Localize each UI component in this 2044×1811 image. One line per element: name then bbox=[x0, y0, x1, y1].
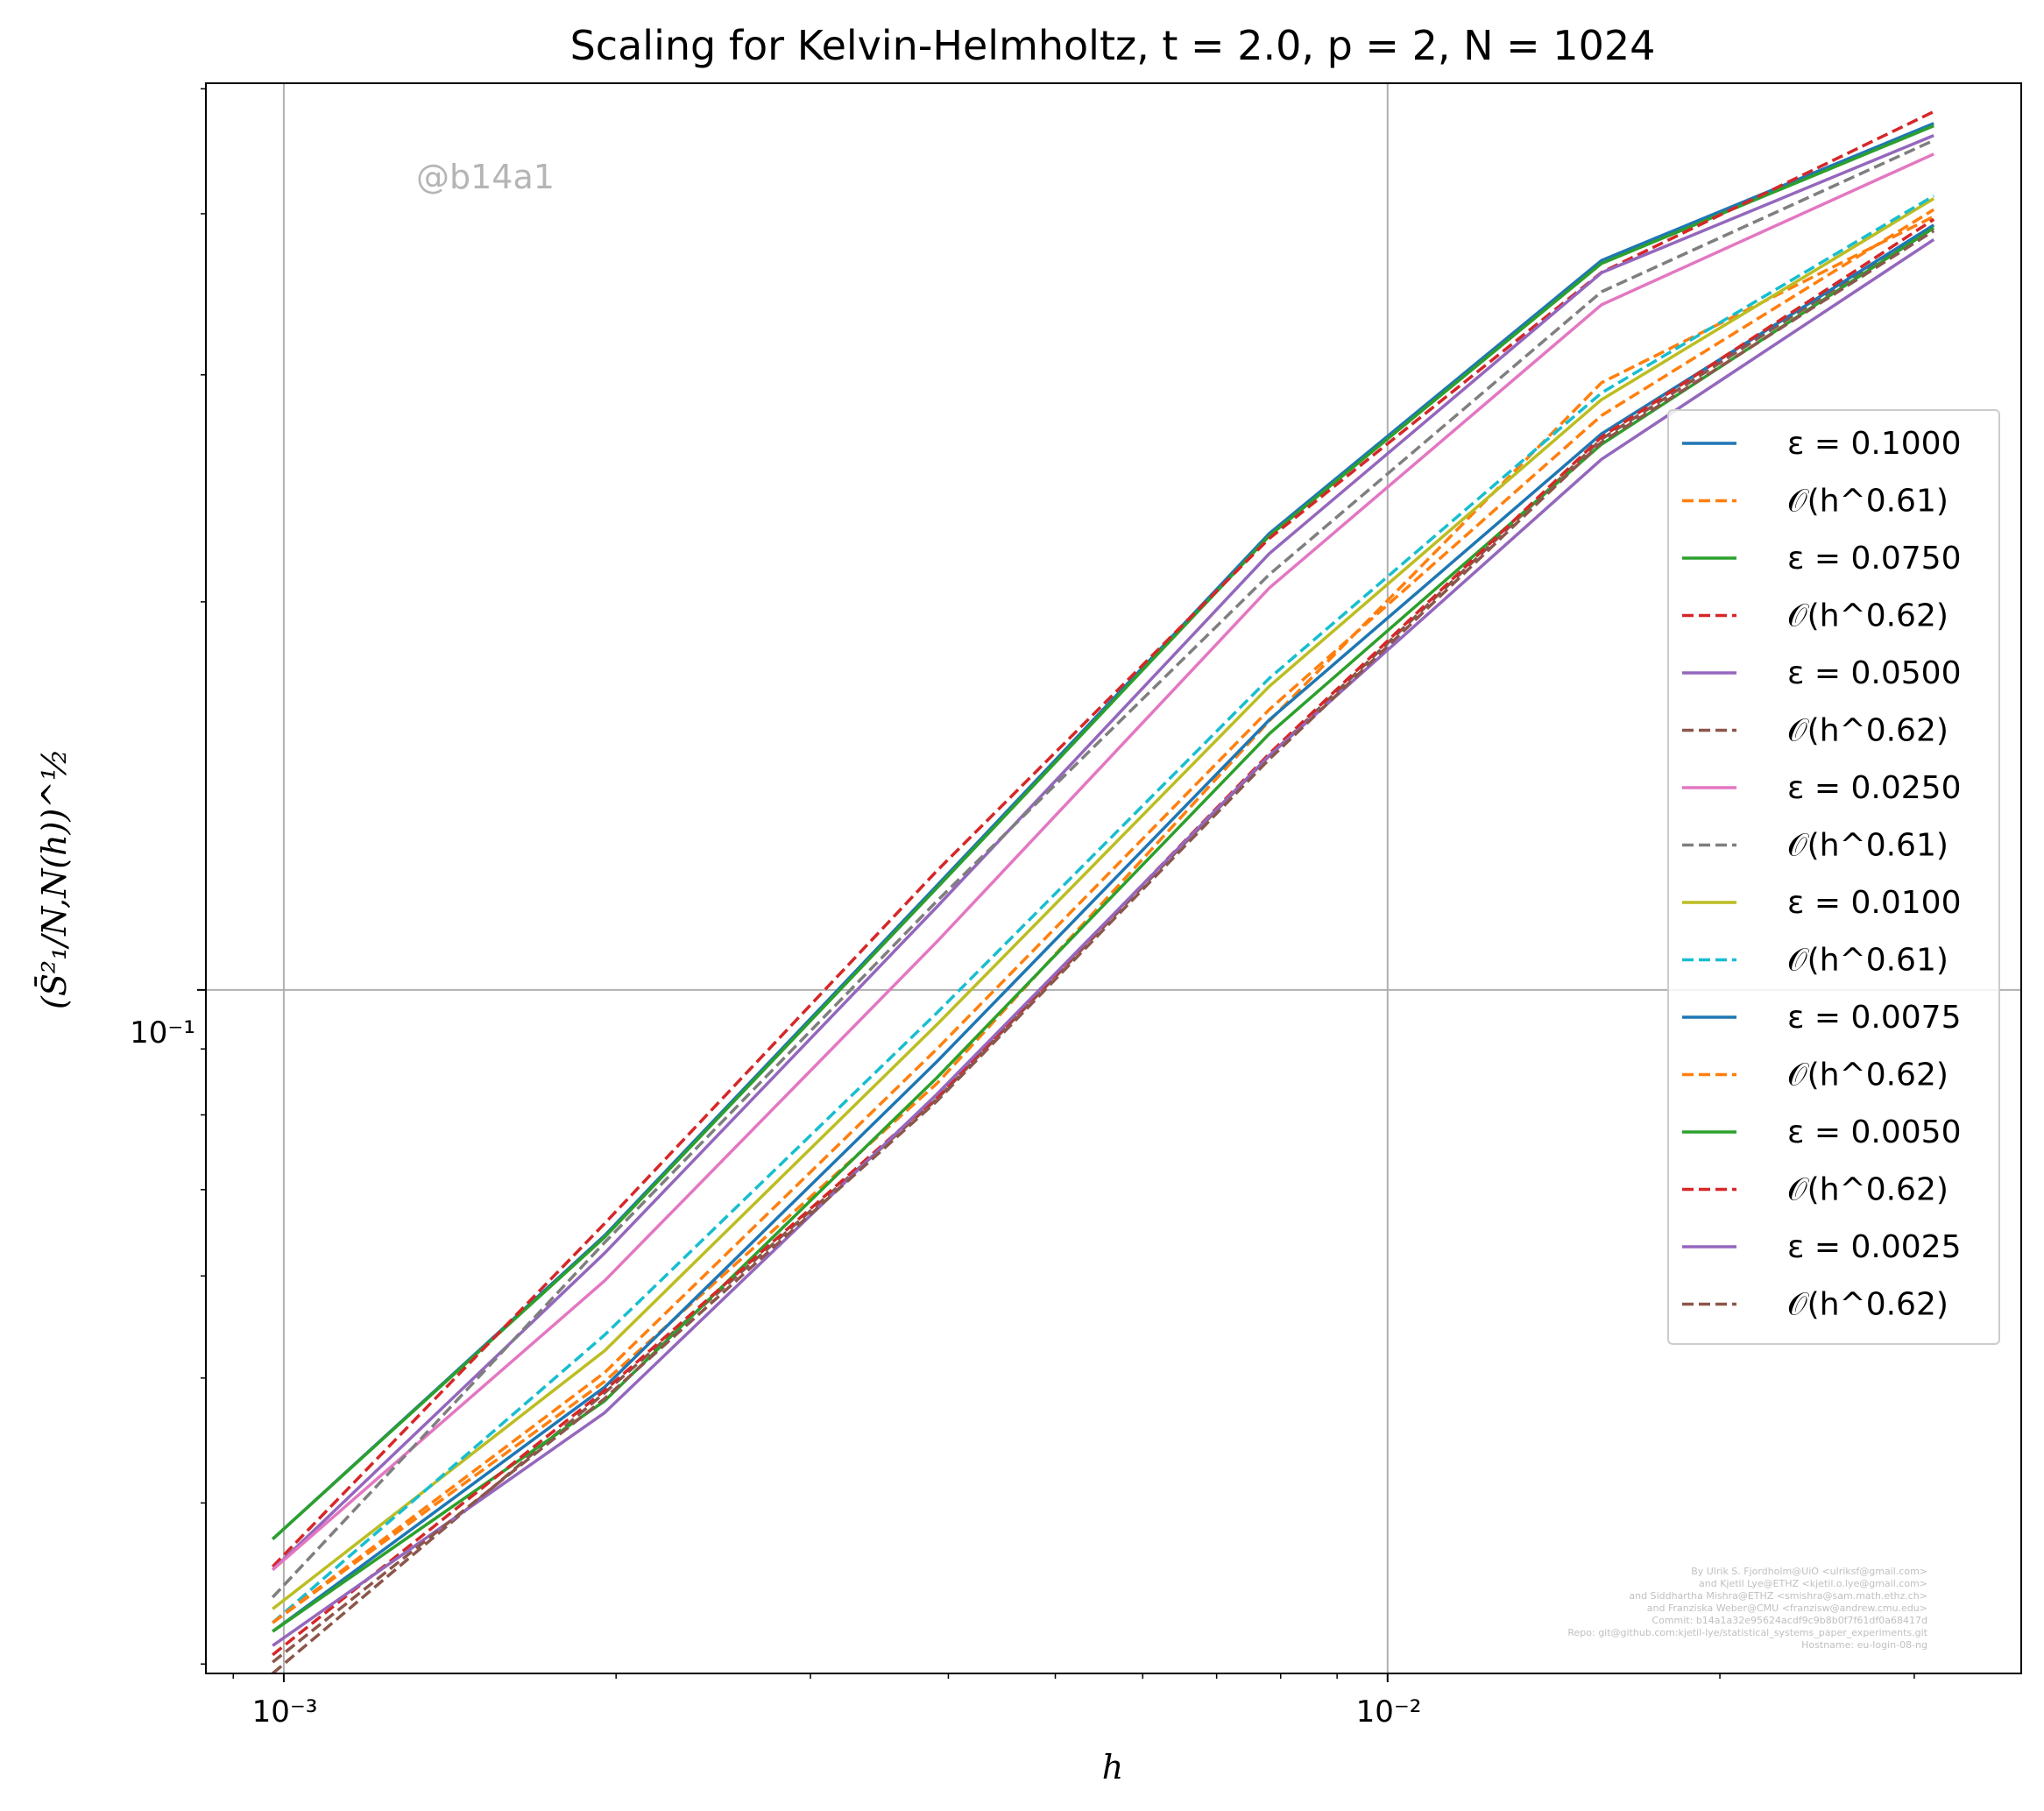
legend-label: ε = 0.0100 bbox=[1787, 885, 1961, 921]
legend-label: 𝒪(h^0.62) bbox=[1787, 598, 1949, 634]
y-tick-label-1e-1: 10⁻¹ bbox=[130, 1015, 195, 1051]
series-line-5 bbox=[271, 133, 1934, 1571]
series-lines bbox=[271, 110, 1935, 1673]
legend-label: ε = 0.0075 bbox=[1787, 1000, 1961, 1036]
legend-box bbox=[1667, 409, 2000, 1345]
series-line-8 bbox=[271, 138, 1934, 1599]
legend-label: ε = 0.0750 bbox=[1787, 541, 1961, 577]
legend-label: 𝒪(h^0.62) bbox=[1787, 1172, 1949, 1208]
credits-line: Commit: b14a1a32e95624acdf9c9b8b0f7f61df… bbox=[1651, 1615, 1927, 1626]
legend-label: ε = 0.0500 bbox=[1787, 655, 1961, 691]
legend-label: ε = 0.1000 bbox=[1787, 426, 1961, 462]
legend-label: 𝒪(h^0.61) bbox=[1787, 484, 1949, 520]
x-tick-label-1e-3: 10⁻³ bbox=[252, 1694, 318, 1730]
series-line-10 bbox=[272, 194, 1935, 1624]
series-line-3 bbox=[272, 124, 1934, 1540]
legend-label: 𝒪(h^0.61) bbox=[1787, 828, 1949, 864]
series-line-2 bbox=[272, 215, 1934, 1624]
legend-label: 𝒪(h^0.62) bbox=[1787, 713, 1949, 749]
legend-label: 𝒪(h^0.61) bbox=[1787, 943, 1949, 979]
watermark-text: @b14a1 bbox=[416, 158, 555, 196]
y-axis-label: (S̄²₁/N,N(h))^½ bbox=[35, 748, 74, 1009]
major-ticks bbox=[197, 988, 1389, 1682]
series-line-12 bbox=[272, 208, 1935, 1624]
series-line-16 bbox=[272, 229, 1935, 1664]
legend: ε = 0.1000 𝒪(h^0.61) ε = 0.0750 𝒪(h^0.62) ε … bbox=[1667, 409, 2000, 1345]
series-line-15 bbox=[272, 237, 1935, 1647]
x-tick-label-1e-2: 10⁻² bbox=[1356, 1694, 1422, 1730]
series-line-4 bbox=[271, 110, 1934, 1568]
credits-line: Repo: git@github.com:kjetil-lye/statisti… bbox=[1567, 1627, 1927, 1638]
series-line-7 bbox=[272, 152, 1934, 1572]
credits-line: By Ulrik S. Fjordholm@UiO <ulriksf@gmail… bbox=[1691, 1566, 1927, 1577]
legend-label: ε = 0.0050 bbox=[1787, 1114, 1961, 1150]
legend-label: 𝒪(h^0.62) bbox=[1787, 1058, 1949, 1093]
plot-frame bbox=[205, 82, 2022, 1674]
credits-line: and Franziska Weber@CMU <franzisw@andrew… bbox=[1647, 1602, 1927, 1614]
series-line-9 bbox=[272, 197, 1935, 1610]
credits-line: and Kjetil Lye@ETHZ <kjetil.o.lye@gmail.… bbox=[1699, 1578, 1927, 1589]
credits-block: By Ulrik S. Fjordholm@UiO <ulriksf@gmail… bbox=[1567, 1566, 1927, 1651]
legend-label: ε = 0.0250 bbox=[1787, 770, 1961, 806]
legend-label: 𝒪(h^0.62) bbox=[1787, 1287, 1949, 1323]
x-axis-label: h bbox=[1102, 1748, 1123, 1786]
credits-line: Hostname: eu-login-08-ng bbox=[1801, 1639, 1927, 1651]
credits-line: and Siddhartha Mishra@ETHZ <smishra@sam.… bbox=[1629, 1590, 1927, 1602]
legend-label: ε = 0.0025 bbox=[1787, 1229, 1961, 1265]
legend-entries: ε = 0.1000 𝒪(h^0.61) ε = 0.0750 𝒪(h^0.62) ε … bbox=[1682, 426, 1961, 1323]
chart-title: Scaling for Kelvin-Helmholtz, t = 2.0, p… bbox=[570, 22, 1656, 69]
